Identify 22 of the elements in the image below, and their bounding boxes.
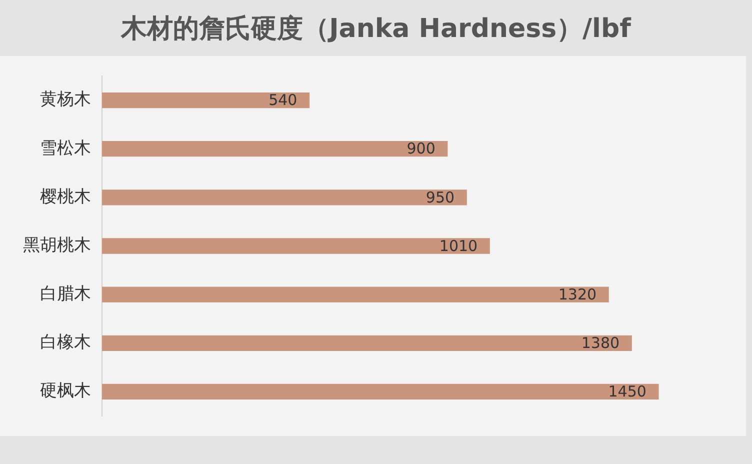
bar bbox=[102, 141, 448, 157]
bar bbox=[102, 286, 609, 302]
y-tick-label: 白橡木 bbox=[40, 332, 91, 353]
data-label: 540 bbox=[268, 91, 298, 110]
y-tick-label: 樱桃木 bbox=[40, 186, 91, 207]
bar bbox=[102, 92, 310, 108]
y-tick-label: 黄杨木 bbox=[40, 90, 91, 110]
data-label: 950 bbox=[426, 188, 455, 206]
data-label: 900 bbox=[406, 140, 436, 158]
bar bbox=[102, 190, 467, 206]
data-label: 1380 bbox=[581, 334, 620, 352]
bar bbox=[102, 238, 490, 254]
bar bbox=[102, 384, 659, 400]
data-label: 1450 bbox=[608, 382, 646, 401]
chart-title: 木材的詹氏硬度（Janka Hardness）/lbf bbox=[120, 12, 632, 46]
y-tick-label: 雪松木 bbox=[40, 138, 91, 158]
y-tick-label: 黑胡桃木 bbox=[23, 235, 91, 256]
data-label: 1320 bbox=[558, 285, 597, 304]
y-tick-label: 白腊木 bbox=[40, 284, 91, 304]
data-label: 1010 bbox=[439, 236, 478, 255]
bar bbox=[102, 335, 632, 351]
y-tick-label: 硬枫木 bbox=[40, 381, 91, 402]
